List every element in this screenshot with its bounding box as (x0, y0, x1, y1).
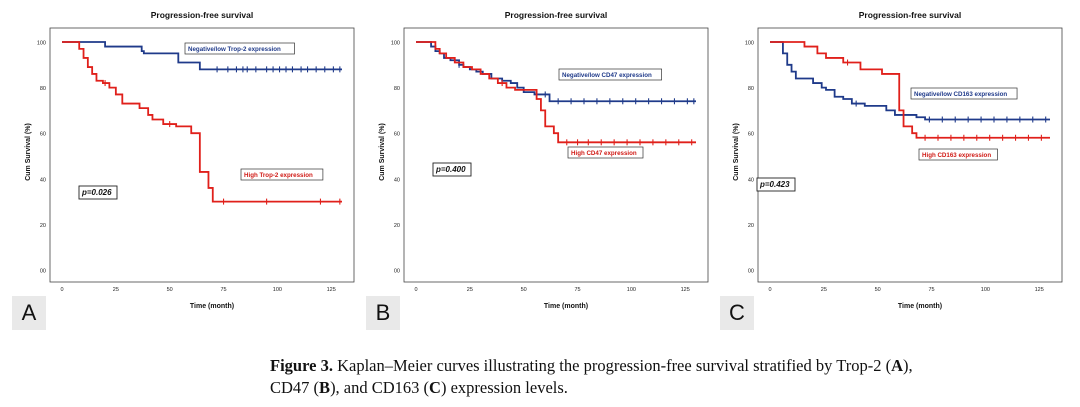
y-tick-label: 100 (37, 41, 46, 47)
y-tick-label: 20 (394, 223, 400, 229)
x-tick-label: 50 (875, 287, 881, 293)
x-tick-label: 25 (113, 287, 119, 293)
pvalue-box (78, 185, 118, 200)
y-tick-label: 00 (748, 269, 754, 275)
km-chart-b: Progression-free survival 00 20 40 60 80 100 0 2… (379, 10, 709, 310)
survival-curve-negative-low (770, 41, 1050, 121)
pvalue-label: p=0.423 (759, 180, 790, 189)
y-tick-label: 100 (745, 41, 754, 47)
panel-c: Progression-free survival 00 20 40 60 80 100 0 2… (720, 4, 1070, 330)
pvalue-box (756, 177, 796, 192)
panel-letter-b: B (366, 296, 400, 330)
x-axis-label: Time (month) (898, 303, 942, 310)
chart-title: Progression-free survival (505, 10, 608, 20)
legend-label-high: High Trop-2 expression (244, 172, 313, 179)
legend-label-negative-low: Negative/low Trop-2 expression (188, 46, 281, 53)
x-tick-label: 100 (981, 287, 990, 293)
x-tick-label: 25 (467, 287, 473, 293)
y-tick-label: 20 (748, 223, 754, 229)
caption-ref-a: A (891, 356, 903, 375)
plot-frame (757, 27, 1063, 283)
survival-curve-negative-low (62, 41, 342, 71)
panel-a: Progression-free survival 00 20 40 60 80 100 0 2… (12, 4, 362, 330)
legend-label-high: High CD163 expression (922, 152, 991, 159)
y-tick-label: 80 (394, 86, 400, 92)
x-tick-label: 0 (768, 287, 771, 293)
legend-label-negative-low: Negative/low CD163 expression (914, 91, 1007, 98)
figure-caption: Figure 3. Kaplan–Meier curves illustrati… (270, 355, 1070, 399)
caption-text-5: ) expression levels. (440, 378, 568, 397)
x-axis-label: Time (month) (544, 303, 588, 310)
x-tick-label: 100 (627, 287, 636, 293)
km-chart-c: Progression-free survival 00 20 40 60 80 100 0 2… (733, 10, 1063, 310)
legend-box (184, 42, 295, 55)
y-tick-label: 80 (748, 86, 754, 92)
pvalue-box (432, 162, 472, 177)
x-tick-label: 125 (327, 287, 336, 293)
x-tick-label: 25 (821, 287, 827, 293)
y-tick-label: 00 (40, 269, 46, 275)
km-chart-a: Progression-free survival 00 20 40 60 80 100 0 2… (25, 10, 355, 310)
x-tick-label: 75 (574, 287, 580, 293)
x-axis-label: Time (month) (190, 303, 234, 310)
x-tick-label: 0 (414, 287, 417, 293)
caption-text-1: Kaplan–Meier curves illustrating the pro… (332, 356, 892, 375)
chart-title: Progression-free survival (151, 10, 254, 20)
caption-text-2: ), (903, 356, 913, 375)
x-tick-label: 0 (60, 287, 63, 293)
y-tick-label: 40 (748, 177, 754, 183)
caption-text-4: ), and CD163 ( (330, 378, 430, 397)
x-tick-label: 125 (1035, 287, 1044, 293)
legend-box (910, 87, 1018, 100)
survival-curve-high (62, 41, 342, 203)
y-tick-label: 100 (391, 41, 400, 47)
x-tick-label: 75 (928, 287, 934, 293)
caption-text-3: CD47 ( (270, 378, 320, 397)
pvalue-label: p=0.026 (81, 188, 112, 197)
y-tick-label: 20 (40, 223, 46, 229)
y-axis-label: Cum Survival (%) (25, 123, 32, 181)
y-axis-label: Cum Survival (%) (379, 123, 386, 181)
legend-label-high: High CD47 expression (571, 150, 637, 157)
x-tick-label: 50 (521, 287, 527, 293)
y-tick-label: 60 (394, 132, 400, 138)
x-tick-label: 50 (167, 287, 173, 293)
legend-box (918, 148, 998, 161)
x-tick-label: 75 (220, 287, 226, 293)
chart-title: Progression-free survival (859, 10, 962, 20)
y-axis-label: Cum Survival (%) (733, 123, 740, 181)
panel-letter-c: C (720, 296, 754, 330)
pvalue-label: p=0.400 (435, 165, 466, 174)
x-tick-label: 125 (681, 287, 690, 293)
figure-label: Figure 3. (270, 356, 333, 375)
legend-box (558, 68, 662, 81)
caption-ref-b: B (319, 378, 331, 397)
legend-label-negative-low: Negative/low CD47 expression (562, 72, 652, 79)
legend-box (240, 168, 324, 181)
y-tick-label: 40 (394, 177, 400, 183)
survival-curve-high (770, 41, 1050, 139)
x-tick-label: 100 (273, 287, 282, 293)
survival-curve-high (416, 41, 696, 144)
plot-frame (403, 27, 709, 283)
y-tick-label: 80 (40, 86, 46, 92)
caption-ref-c: C (429, 378, 441, 397)
y-tick-label: 00 (394, 269, 400, 275)
y-tick-label: 60 (40, 132, 46, 138)
plot-frame (49, 27, 355, 283)
legend-box (567, 146, 644, 159)
panel-b: Progression-free survival 00 20 40 60 80 100 0 2… (366, 4, 716, 330)
y-tick-label: 40 (40, 177, 46, 183)
panel-letter-a: A (12, 296, 46, 330)
y-tick-label: 60 (748, 132, 754, 138)
